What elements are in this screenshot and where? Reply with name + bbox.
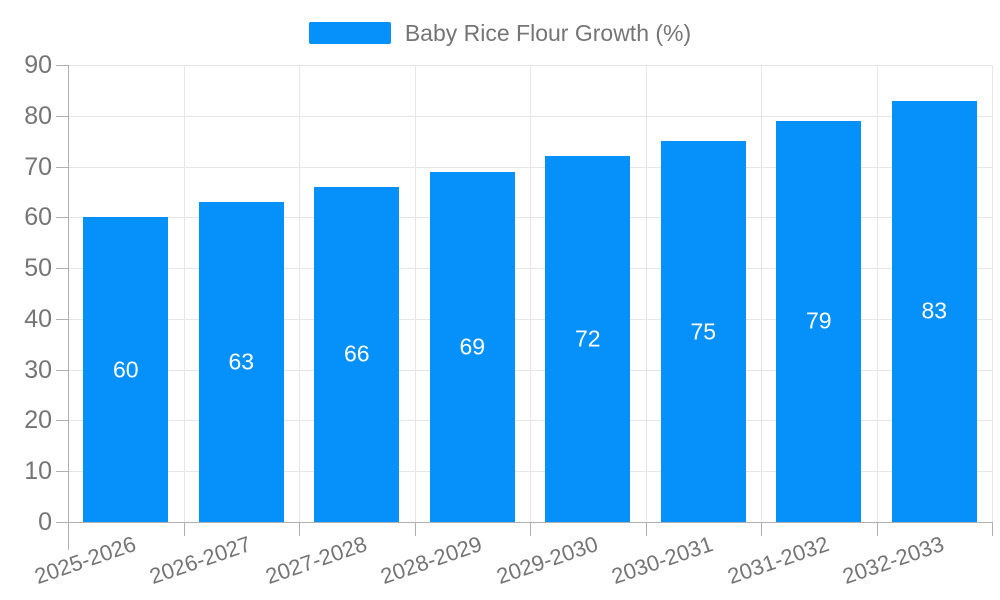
x-axis-label: 2032-2033 <box>839 531 948 589</box>
x-axis-tick <box>761 522 762 536</box>
gridline-vertical <box>299 65 300 522</box>
y-axis-tick <box>56 115 68 117</box>
bar[interactable]: 66 <box>314 186 400 522</box>
gridline-vertical <box>992 65 993 522</box>
bar[interactable]: 79 <box>776 120 862 522</box>
bar-value-label: 72 <box>574 325 601 352</box>
legend-label: Baby Rice Flour Growth (%) <box>404 20 692 46</box>
y-axis-tick <box>56 522 68 523</box>
gridline-vertical <box>530 65 531 522</box>
y-axis-label: 80 <box>24 101 52 130</box>
bar[interactable]: 60 <box>83 217 169 522</box>
x-axis-tick <box>877 522 878 536</box>
y-axis-label: 70 <box>24 152 52 181</box>
y-axis-label: 0 <box>38 508 52 536</box>
x-axis-label: 2030-2031 <box>608 531 717 589</box>
bar[interactable]: 72 <box>545 156 631 522</box>
x-axis-label: 2031-2032 <box>723 531 832 589</box>
x-axis-tick <box>992 522 993 536</box>
x-axis-label: 2028-2029 <box>377 531 486 589</box>
bar-value-label: 60 <box>112 356 139 383</box>
y-axis-label: 50 <box>24 254 52 283</box>
bar[interactable]: 83 <box>891 100 977 522</box>
x-axis-label: 2025-2026 <box>30 531 139 589</box>
y-axis-tick <box>56 420 68 422</box>
bar[interactable]: 75 <box>660 141 746 522</box>
gridline-vertical <box>761 65 762 522</box>
bar-value-label: 83 <box>921 297 948 324</box>
y-axis-label: 90 <box>24 51 52 79</box>
y-axis-label: 30 <box>24 355 52 384</box>
legend-swatch <box>308 22 391 44</box>
y-axis-tick <box>56 471 68 473</box>
y-axis-line <box>68 65 69 550</box>
y-axis-tick <box>56 166 68 168</box>
bar[interactable]: 69 <box>429 171 515 522</box>
gridline-vertical <box>184 65 185 522</box>
x-axis-tick <box>68 522 69 536</box>
bar-value-label: 79 <box>805 307 832 334</box>
x-axis-tick <box>530 522 531 536</box>
bar[interactable]: 63 <box>198 202 284 522</box>
y-axis-tick <box>56 65 68 66</box>
gridline-vertical <box>646 65 647 522</box>
y-axis-label: 40 <box>24 304 52 333</box>
x-axis-label: 2029-2030 <box>492 531 601 589</box>
legend-item[interactable]: Baby Rice Flour Growth (%) <box>0 20 1000 46</box>
y-axis-label: 10 <box>24 457 52 486</box>
bar-value-label: 75 <box>690 318 717 345</box>
bar-value-label: 66 <box>343 340 370 367</box>
x-axis-tick <box>646 522 647 536</box>
bar-value-label: 69 <box>459 333 486 360</box>
x-axis-label: 2026-2027 <box>146 531 255 589</box>
x-axis-tick <box>415 522 416 536</box>
x-axis-tick <box>299 522 300 536</box>
gridline-vertical <box>877 65 878 522</box>
y-axis-tick <box>56 318 68 320</box>
gridline-vertical <box>415 65 416 522</box>
y-axis-tick <box>56 369 68 371</box>
y-axis-tick <box>56 268 68 270</box>
plot-area: 60 63 66 69 72 75 79 83 <box>68 65 993 522</box>
bar-value-label: 63 <box>228 348 255 375</box>
x-axis-label: 2027-2028 <box>261 531 370 589</box>
x-axis-tick <box>184 522 185 536</box>
y-axis-label: 20 <box>24 406 52 435</box>
y-axis-tick <box>56 217 68 219</box>
y-axis-label: 60 <box>24 203 52 232</box>
